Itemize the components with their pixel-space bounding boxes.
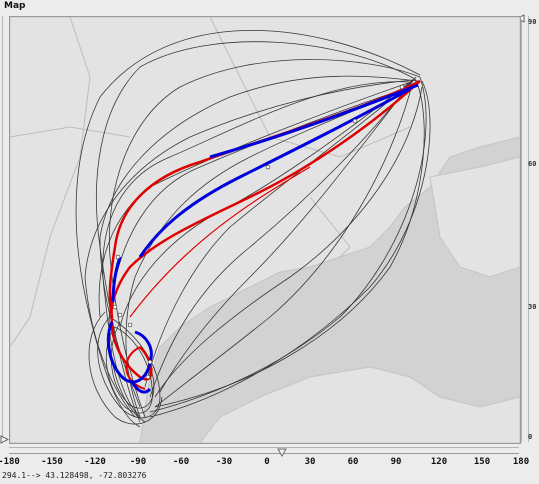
- route-blue: [106, 83, 419, 394]
- map-svg[interactable]: [10, 17, 520, 443]
- x-tick: 150: [473, 457, 491, 467]
- waypoint: [399, 84, 405, 90]
- right-slider-top-label: 90: [528, 18, 537, 26]
- x-tick: -180: [0, 457, 20, 467]
- horizontal-slider-track: [9, 453, 519, 454]
- waypoints: [112, 84, 405, 380]
- waypoint: [352, 118, 358, 124]
- x-tick: -120: [84, 457, 106, 467]
- waypoint: [117, 312, 123, 318]
- waypoint: [115, 254, 121, 260]
- waypoint: [112, 304, 118, 310]
- right-vertical-slider[interactable]: [521, 16, 529, 442]
- x-tick: 30: [304, 457, 316, 467]
- x-tick: -30: [215, 457, 233, 467]
- x-tick: 180: [512, 457, 530, 467]
- x-tick: 90: [390, 457, 402, 467]
- x-tick: 120: [430, 457, 448, 467]
- right-slider-label-30: 30: [528, 303, 537, 311]
- right-slider-label-60: 60: [528, 160, 537, 168]
- right-slider-bottom-label: 0: [528, 433, 533, 441]
- panel-title: Map: [4, 1, 26, 11]
- land-cape: [199, 366, 520, 443]
- flight-tracks: [75, 30, 431, 428]
- map-canvas[interactable]: [9, 16, 521, 444]
- x-tick: 0: [264, 457, 270, 467]
- x-axis-ticks: -180 -150 -120 -90 -60 -30 0 30 60 90 12…: [0, 457, 539, 469]
- x-tick: -90: [129, 457, 147, 467]
- waypoint: [145, 374, 151, 380]
- horizontal-slider[interactable]: [9, 447, 519, 460]
- horizontal-slider-thumb[interactable]: [277, 448, 287, 457]
- x-tick: -60: [172, 457, 190, 467]
- waypoint: [265, 164, 271, 170]
- status-readout: 294.1--> 43.128498, -72.803276: [2, 471, 147, 480]
- land-east: [429, 156, 520, 278]
- waypoint: [127, 322, 133, 328]
- waypoint: [147, 359, 153, 365]
- land-north: [10, 17, 520, 443]
- left-slider-thumb[interactable]: [0, 435, 9, 444]
- x-tick: -150: [41, 457, 63, 467]
- x-tick: 60: [347, 457, 359, 467]
